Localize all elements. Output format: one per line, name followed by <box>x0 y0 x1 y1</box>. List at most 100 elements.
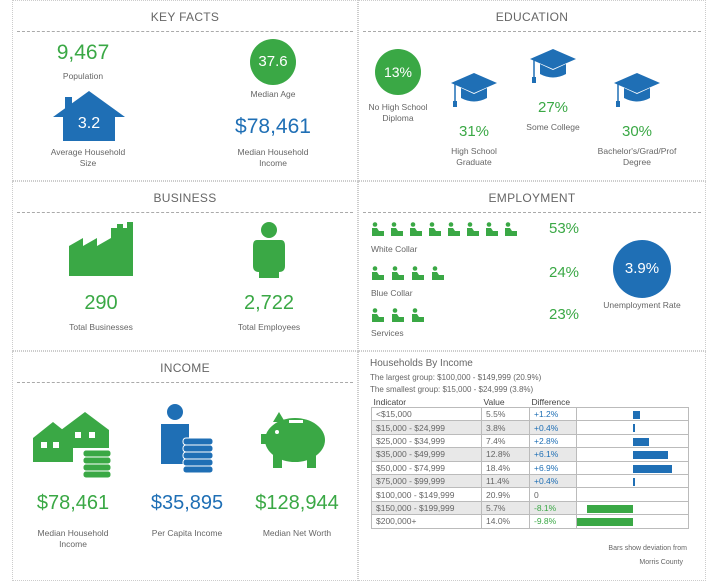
difference-cell: -9.8% <box>529 514 577 529</box>
population-value: 9,467 <box>56 41 110 64</box>
worker-icon <box>391 266 404 284</box>
panel-title: KEY FACTS <box>150 10 220 24</box>
value-cell: 3.8% <box>481 420 530 435</box>
income-value: $128,944 <box>255 492 339 514</box>
deviation-bar <box>633 437 649 446</box>
panel-title: INCOME <box>160 361 210 375</box>
bar-cell <box>576 460 689 475</box>
indicator-cell: $200,000+ <box>371 514 482 529</box>
piggy-bank-icon <box>261 412 325 468</box>
factory-icon <box>69 222 133 276</box>
deviation-bar <box>633 451 668 460</box>
indicator-cell: $50,000 - $74,999 <box>371 460 482 475</box>
worker-icon <box>504 222 517 240</box>
unemployment-label: Unemployment Rate <box>603 300 681 310</box>
difference-cell: 0 <box>529 487 577 502</box>
table-row: $15,000 - $24,999 3.8% +0.4% <box>371 420 689 435</box>
value-cell: 5.7% <box>481 500 530 516</box>
worker-icon <box>391 308 404 326</box>
services-label: Services <box>371 328 404 338</box>
indicator-cell: $150,000 - $199,999 <box>371 500 482 516</box>
business-panel: BUSINESS 290 Total Businesses 2,722 Tota… <box>12 181 358 351</box>
deviation-bar <box>586 504 633 513</box>
income-label: Median Net Worth <box>262 528 332 538</box>
bar-cell <box>576 406 689 422</box>
indicator-cell: $35,000 - $49,999 <box>371 447 482 462</box>
education-label: High School Graduate <box>451 146 497 167</box>
footnote: Bars show deviation from <box>608 545 687 552</box>
education-value: 30% <box>621 123 653 140</box>
unemployment-circle: 3.9% <box>613 240 671 298</box>
white-collar-icons <box>371 222 523 236</box>
education-label: Some College <box>526 122 580 132</box>
house-icon <box>53 91 125 141</box>
table-row: $50,000 - $74,999 18.4% +6.9% <box>371 460 689 475</box>
column-header: Value <box>483 397 505 407</box>
value-cell: 18.4% <box>481 460 530 475</box>
median-age-label: Median Age <box>250 89 296 99</box>
income-label: Per Capita Income <box>151 528 223 538</box>
income-value: $78,461 <box>36 492 110 514</box>
indicator-cell: $15,000 - $24,999 <box>371 420 482 435</box>
education-value: 31% <box>458 123 490 140</box>
median-age-circle: 37.6 <box>250 39 296 85</box>
bar-cell <box>576 447 689 462</box>
key-facts-panel: KEY FACTS 9,467 Population 3.2 Average H… <box>12 0 358 181</box>
divider <box>363 31 701 32</box>
white-collar-label: White Collar <box>371 244 418 254</box>
worker-icon <box>431 266 444 284</box>
graduation-cap-icon <box>530 49 576 83</box>
value-cell: 20.9% <box>481 487 530 502</box>
bar-cell <box>576 420 689 435</box>
employees-label: Total Employees <box>237 322 301 332</box>
divider <box>17 31 353 32</box>
graduation-cap-icon <box>451 73 497 107</box>
education-label: Bachelor's/Grad/Prof Degree <box>597 146 677 167</box>
bar-cell <box>576 433 689 449</box>
worker-icon <box>409 222 422 240</box>
median-income-value: $78,461 <box>235 115 311 138</box>
household-size-value: 3.2 <box>77 115 101 132</box>
worker-icon <box>371 266 384 284</box>
house-with-coins-icon <box>33 412 112 478</box>
value-cell: 7.4% <box>481 433 530 449</box>
table-row: $200,000+ 14.0% -9.8% <box>371 514 689 529</box>
income-panel: INCOME $78,461 Median Household Income $… <box>12 351 358 581</box>
worker-icon <box>411 266 424 284</box>
difference-cell: +2.8% <box>529 433 577 449</box>
person-icon <box>253 222 285 278</box>
divider <box>17 212 353 213</box>
indicator-cell: <$15,000 <box>371 406 482 422</box>
value-cell: 14.0% <box>481 514 530 529</box>
table-row: <$15,000 5.5% +1.2% <box>371 406 689 422</box>
blue-collar-icons <box>371 266 451 280</box>
employment-panel: EMPLOYMENT White Collar 53% Blue Collar … <box>358 181 706 351</box>
education-panel: EDUCATION 13% No High School Diploma 31%… <box>358 0 706 181</box>
indicator-cell: $100,000 - $149,999 <box>371 487 482 502</box>
worker-icon <box>485 222 498 240</box>
blue-collar-value: 24% <box>549 264 580 281</box>
worker-icon <box>371 308 384 326</box>
difference-cell: -8.1% <box>529 500 577 516</box>
bar-cell <box>576 473 689 489</box>
largest-group: The largest group: $100,000 - $149,999 (… <box>370 373 542 382</box>
panel-title: EMPLOYMENT <box>488 191 576 205</box>
worker-icon <box>466 222 479 240</box>
divider <box>17 382 353 383</box>
difference-cell: +1.2% <box>529 406 577 422</box>
smallest-group: The smallest group: $15,000 - $24,999 (3… <box>370 385 534 394</box>
worker-icon <box>371 222 384 240</box>
white-collar-value: 53% <box>549 220 580 237</box>
education-value: 27% <box>537 99 569 116</box>
blue-collar-label: Blue Collar <box>371 288 413 298</box>
businesses-value: 290 <box>84 292 118 314</box>
graduation-cap-icon <box>614 73 660 107</box>
panel-title: EDUCATION <box>495 10 569 24</box>
value-cell: 5.5% <box>481 406 530 422</box>
bar-cell <box>576 514 689 529</box>
value-cell: 12.8% <box>481 447 530 462</box>
bar-cell <box>576 487 689 502</box>
deviation-bar <box>633 464 673 473</box>
indicator-cell: $75,000 - $99,999 <box>371 473 482 489</box>
population-label: Population <box>62 71 104 81</box>
